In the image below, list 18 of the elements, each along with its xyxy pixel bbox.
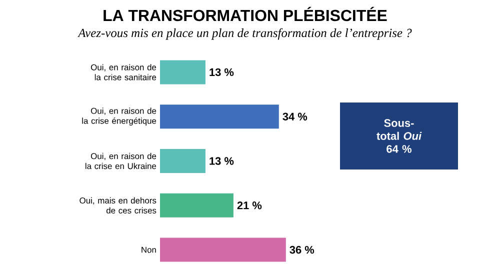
chart-subtitle: Avez-vous mis en place un plan de transformation de l’entreprise ? (77, 28, 412, 40)
data-label: 13 % (210, 157, 234, 165)
y-tick-label: Non (142, 246, 156, 253)
bar (160, 193, 234, 218)
y-tick-label: Oui, en raison de la crise énergétique (82, 108, 156, 126)
bar (160, 104, 279, 129)
y-tick-label: Oui, mais en dehors de ces crises (80, 197, 156, 214)
bar (160, 60, 206, 84)
data-label: 21 % (237, 202, 262, 210)
text: Sous-total Oui 64 % (376, 119, 422, 153)
data-label: 34 % (282, 112, 308, 120)
chart-title: LA TRANSFORMATION PLÉBISCITÉE (104, 6, 387, 22)
y-tick-label: Oui, en raison de la crise en Ukraine (86, 152, 156, 170)
data-label: 13 % (210, 68, 234, 76)
bar (160, 149, 206, 174)
y-tick-label: Oui, en raison de la crise sanitaire (90, 64, 156, 80)
bar (160, 238, 286, 262)
data-label: 36 % (290, 246, 314, 254)
